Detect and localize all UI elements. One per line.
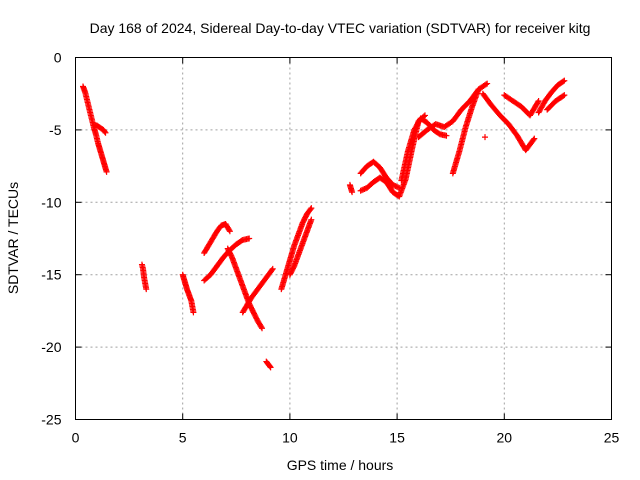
data-point <box>246 235 253 242</box>
y-tick-label: 0 <box>54 50 62 66</box>
data-point <box>226 227 233 234</box>
data-point <box>484 80 491 87</box>
x-tick-label: 15 <box>389 430 405 446</box>
data-point <box>143 286 150 293</box>
data-point <box>308 205 315 212</box>
x-tick-label: 25 <box>604 430 620 446</box>
x-tick-label: 20 <box>497 430 513 446</box>
y-tick-label: -20 <box>41 339 61 355</box>
data-point <box>560 78 567 85</box>
data-point <box>531 135 538 142</box>
data-point <box>259 325 266 332</box>
data-point <box>349 189 356 196</box>
data-point <box>475 86 482 93</box>
x-tick-label: 0 <box>72 430 80 446</box>
y-tick-label: -15 <box>41 267 61 283</box>
axis-ticks: 0 5 10 15 20 25 0 -5 -10 -15 -20 -25 <box>41 50 619 446</box>
data-point <box>443 132 450 139</box>
data-point <box>561 92 568 99</box>
data-point <box>535 97 542 104</box>
data-point <box>269 265 276 272</box>
data-point <box>267 364 274 371</box>
data-point <box>561 77 568 84</box>
data-point <box>226 228 233 235</box>
data-point <box>103 168 110 175</box>
y-tick-label: -25 <box>41 412 61 428</box>
data-point <box>268 267 275 274</box>
data-point <box>482 134 489 141</box>
data-point <box>307 206 314 213</box>
x-tick-label: 10 <box>282 430 298 446</box>
data-point <box>308 216 315 223</box>
data-point <box>482 81 489 88</box>
data-point <box>266 363 273 370</box>
plot-frame <box>75 57 612 420</box>
data-point <box>421 112 428 119</box>
x-axis-label: GPS time / hours <box>287 457 394 473</box>
chart-title: Day 168 of 2024, Sidereal Day-to-day VTE… <box>90 20 591 36</box>
data-point <box>560 92 567 99</box>
y-tick-label: -10 <box>41 194 61 210</box>
x-tick-label: 5 <box>179 430 187 446</box>
data-point <box>102 129 109 136</box>
data-point <box>258 324 265 331</box>
data-point <box>530 136 537 143</box>
data-point <box>534 99 541 106</box>
data-points <box>80 77 568 371</box>
data-point <box>101 128 108 135</box>
data-point <box>190 309 197 316</box>
y-tick-label: -5 <box>49 122 62 138</box>
y-axis-label: SDTVAR / TECUs <box>5 182 21 294</box>
